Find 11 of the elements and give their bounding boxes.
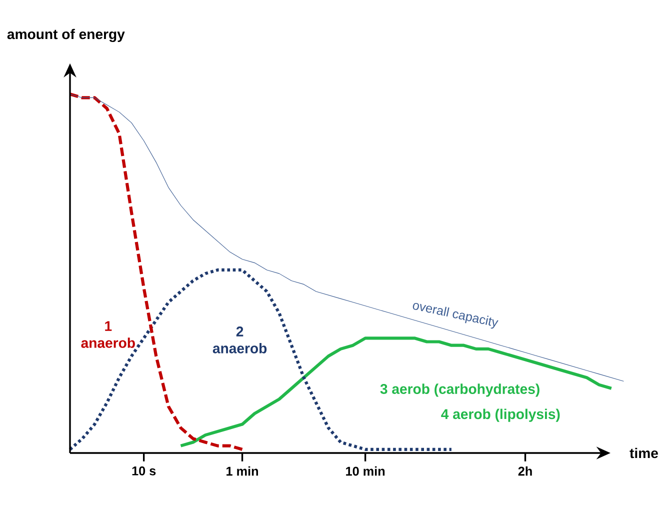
x-tick-label: 10 min bbox=[346, 466, 385, 476]
series-label: 2 anaerob bbox=[212, 326, 267, 354]
x-tick-label: 2h bbox=[518, 466, 532, 476]
series-label: 1 anaerob bbox=[81, 321, 135, 348]
x-axis-title: time bbox=[630, 448, 658, 458]
x-tick-label: 1 min bbox=[226, 466, 258, 476]
annotation: 4 aerob (lipolysis) bbox=[441, 408, 560, 422]
x-tick-label: 10 s bbox=[132, 466, 156, 476]
y-axis-title: amount of energy bbox=[7, 28, 125, 42]
text: overall capacity bbox=[412, 302, 498, 329]
series-label: 3 aerob (carbohydrates) bbox=[380, 384, 540, 397]
